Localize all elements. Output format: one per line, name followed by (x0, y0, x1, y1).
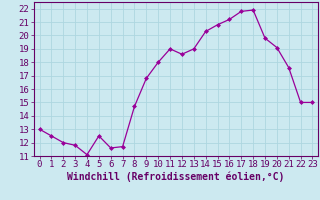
X-axis label: Windchill (Refroidissement éolien,°C): Windchill (Refroidissement éolien,°C) (67, 172, 285, 182)
